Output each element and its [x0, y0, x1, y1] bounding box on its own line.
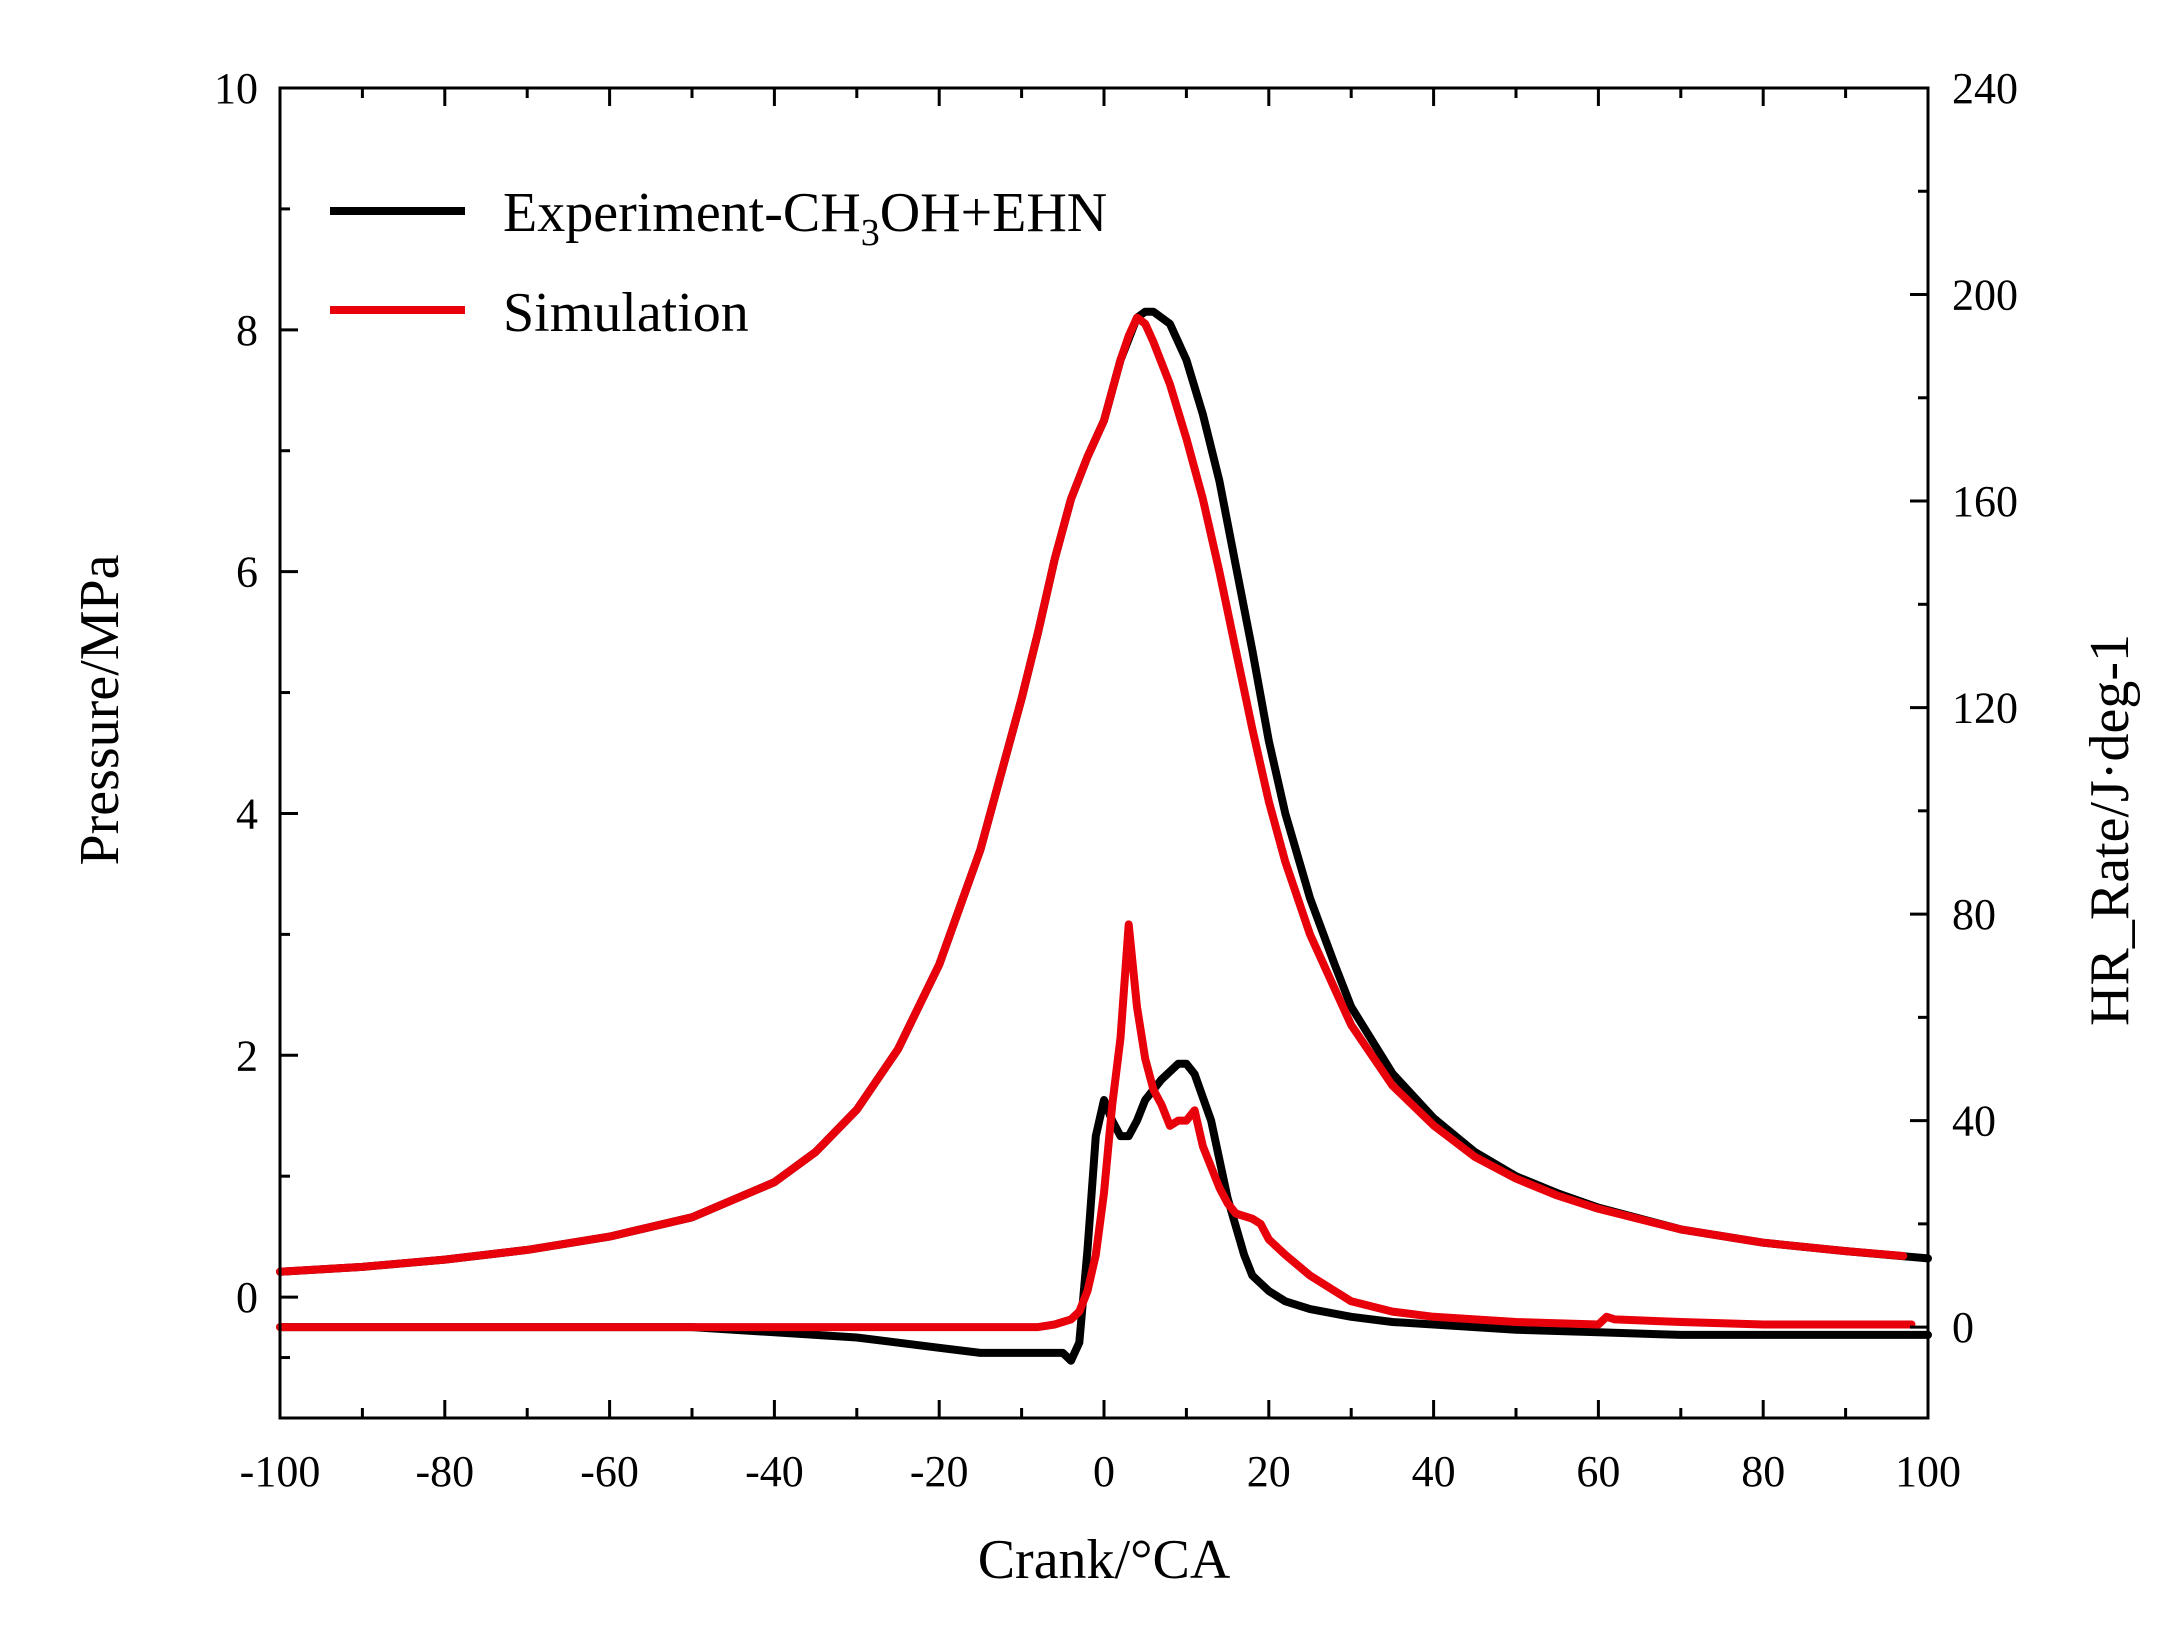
x-tick-label: -20 — [910, 1447, 969, 1496]
legend: Experiment-CH3OH+EHN Simulation — [330, 182, 1107, 344]
y-right-tick-label: 160 — [1952, 477, 2018, 526]
x-tick-label: 0 — [1093, 1447, 1115, 1496]
y-left-tick-label: 8 — [236, 306, 258, 355]
legend-label-simulation: Simulation — [503, 282, 749, 344]
y-right-tick-label: 240 — [1952, 64, 2018, 113]
series-line-3 — [276, 920, 1916, 1332]
x-tick-label: 40 — [1412, 1447, 1456, 1496]
y-right-tick-label: 40 — [1952, 1097, 1996, 1146]
series-line-0 — [276, 307, 1932, 1276]
x-tick-label: 80 — [1741, 1447, 1785, 1496]
x-tick-label: -60 — [580, 1447, 639, 1496]
y-right-tick-label: 200 — [1952, 271, 2018, 320]
legend-subscript: 3 — [861, 212, 880, 254]
y-axis-right-title: HR_Rate/J·deg-1 — [2079, 634, 2141, 1026]
x-tick-label: -100 — [240, 1447, 321, 1496]
y-right-tick-label: 120 — [1952, 684, 2018, 733]
y-right-tick-label: 0 — [1952, 1303, 1974, 1352]
x-axis-title: Crank/°CA — [978, 1529, 1231, 1591]
y-left-tick-label: 2 — [236, 1031, 258, 1080]
y-left-tick-label: 0 — [236, 1273, 258, 1322]
y-left-tick-label: 6 — [236, 548, 258, 597]
y-axis-left-title: Pressure/MPa — [69, 554, 131, 865]
series-line-1 — [276, 313, 1908, 1276]
x-tick-label: -40 — [745, 1447, 804, 1496]
x-tick-label: 20 — [1247, 1447, 1291, 1496]
y-left-tick-label: 10 — [214, 64, 258, 113]
x-tick-label: 100 — [1895, 1447, 1961, 1496]
ticks-layer: -100 -80 -60 -40 -20 0 20 40 60 80 100024681004080… — [214, 64, 2018, 1496]
x-tick-label: 60 — [1576, 1447, 1620, 1496]
y-right-tick-label: 80 — [1952, 890, 1996, 939]
legend-label-experiment: Experiment-CH3OH+EHN — [503, 182, 1107, 254]
series-layer — [276, 307, 1932, 1365]
y-left-tick-label: 4 — [236, 789, 258, 838]
x-tick-label: -80 — [415, 1447, 474, 1496]
